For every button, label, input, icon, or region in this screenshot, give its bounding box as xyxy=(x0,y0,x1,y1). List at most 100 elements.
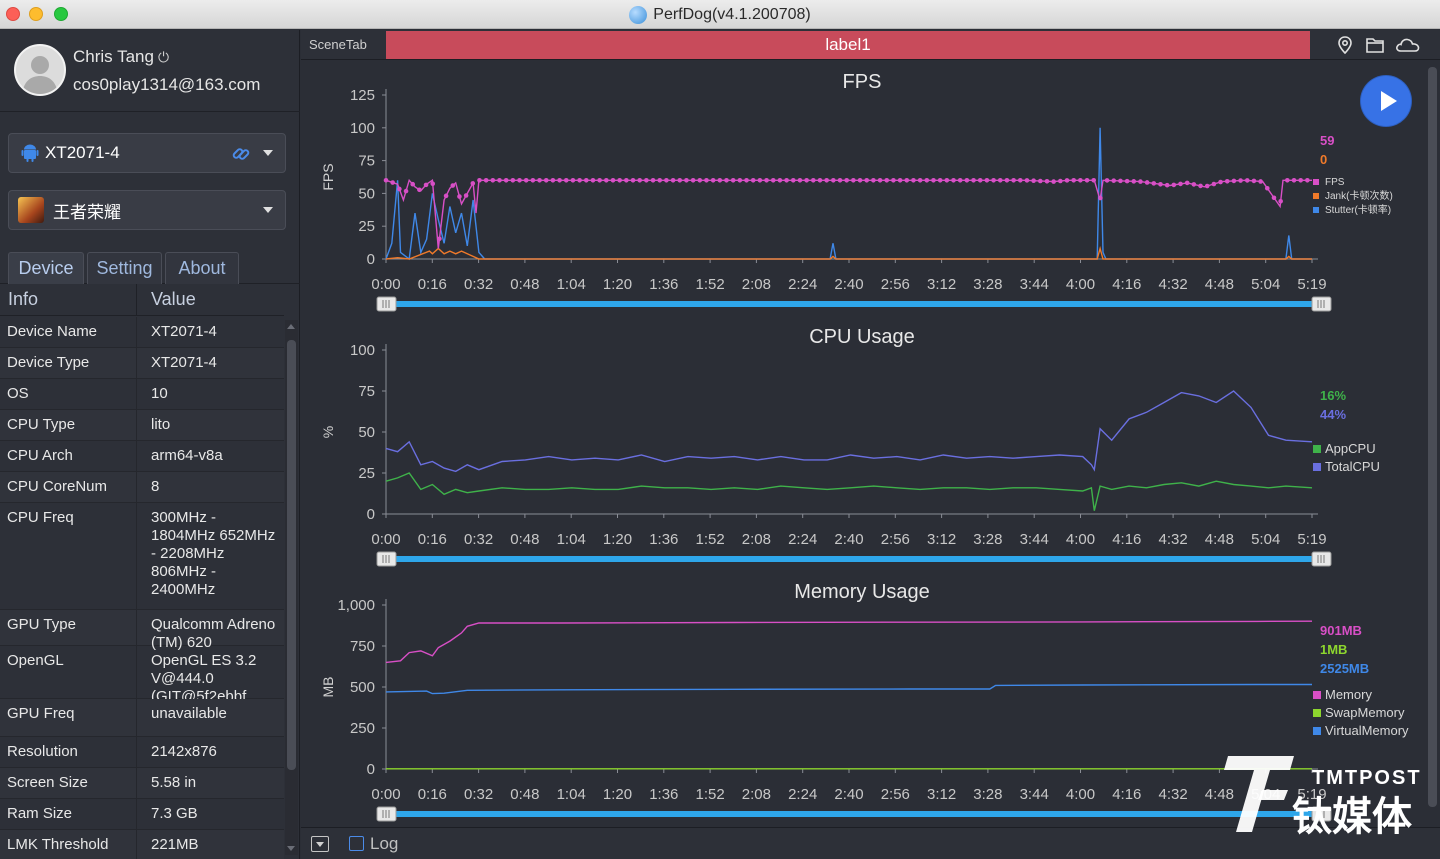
scroll-down-arrow-icon[interactable] xyxy=(287,846,295,851)
fps-point xyxy=(570,177,576,183)
minimize-window-button[interactable] xyxy=(29,7,43,21)
info-key: Screen Size xyxy=(7,774,88,791)
table-row[interactable]: Ram Size 7.3 GB xyxy=(0,799,284,830)
fps-point xyxy=(1251,178,1257,184)
fps-point xyxy=(931,177,936,183)
app-select[interactable]: 王者荣耀 xyxy=(8,190,286,230)
fps-point xyxy=(1138,179,1143,184)
avatar[interactable] xyxy=(14,44,66,96)
fps-point xyxy=(1144,180,1150,185)
current-value-label: 44% xyxy=(1320,407,1346,422)
maximize-window-button[interactable] xyxy=(54,7,68,21)
fps-point xyxy=(1291,177,1297,183)
x-tick-label: 0:00 xyxy=(371,531,400,548)
legend-swatch xyxy=(1313,463,1321,471)
charts-scrollbar[interactable] xyxy=(1426,61,1440,827)
fps-point xyxy=(1064,178,1070,183)
fps-point xyxy=(1218,179,1223,185)
log-checkbox[interactable] xyxy=(349,836,364,851)
fps-point xyxy=(824,177,829,183)
x-tick-label: 4:48 xyxy=(1205,786,1234,803)
table-row[interactable]: CPU CoreNum 8 xyxy=(0,472,284,503)
table-row[interactable]: LMK Threshold 221MB xyxy=(0,830,284,859)
table-row[interactable]: Resolution 2142x876 xyxy=(0,737,284,768)
legend-swatch xyxy=(1313,727,1321,735)
fps-point xyxy=(1124,178,1130,184)
x-tick-label: 4:32 xyxy=(1158,786,1187,803)
tab-device[interactable]: Device xyxy=(8,252,84,284)
info-key: CPU Arch xyxy=(7,447,73,464)
chevron-down-icon xyxy=(263,150,273,156)
link-icon[interactable] xyxy=(231,144,251,164)
fps-point xyxy=(1004,177,1010,183)
series-line-virtualmemory xyxy=(385,683,1312,695)
location-pin-icon[interactable] xyxy=(1335,36,1355,54)
info-key: Device Type xyxy=(7,354,90,371)
x-tick-label: 4:48 xyxy=(1205,531,1234,548)
series-line-totalcpu xyxy=(385,390,1313,473)
table-row[interactable]: CPU Type lito xyxy=(0,410,284,441)
fps-point xyxy=(470,181,476,186)
fps-point xyxy=(1238,178,1243,183)
fps-point xyxy=(604,177,609,183)
panel-tabs: Device Setting About xyxy=(0,252,300,284)
collapse-toggle-icon[interactable] xyxy=(311,836,329,852)
info-table-scrollbar[interactable] xyxy=(285,320,298,855)
fps-point xyxy=(937,177,943,183)
fps-point xyxy=(717,177,723,183)
fps-point xyxy=(517,177,522,183)
info-value: unavailable xyxy=(151,705,227,722)
column-header-info[interactable]: Info xyxy=(8,289,39,309)
x-tick-label: 1:52 xyxy=(695,531,724,548)
fps-point xyxy=(664,177,669,183)
scene-tab-label1[interactable]: label1 xyxy=(386,31,1310,59)
series-line-jank xyxy=(385,245,1312,260)
table-row[interactable]: GPU Freq unavailable xyxy=(0,699,284,737)
table-row[interactable]: CPU Freq 300MHz - 1804MHz 652MHz - 2208MH… xyxy=(0,503,284,610)
cloud-icon[interactable] xyxy=(1395,36,1421,54)
fps-point xyxy=(697,177,703,183)
scrollbar-thumb[interactable] xyxy=(287,340,296,770)
info-key: Resolution xyxy=(7,743,78,760)
y-tick-label: 50 xyxy=(358,424,375,441)
tab-setting[interactable]: Setting xyxy=(87,252,162,284)
fps-point xyxy=(951,177,956,183)
device-select[interactable]: XT2071-4 xyxy=(8,133,286,173)
close-window-button[interactable] xyxy=(6,7,20,21)
fps-point xyxy=(730,177,736,183)
legend-swatch xyxy=(1313,691,1321,699)
table-row[interactable]: GPU Type Qualcomm Adreno (TM) 620 xyxy=(0,610,284,651)
y-tick-label: 75 xyxy=(358,153,375,170)
fps-point xyxy=(777,177,783,183)
fps-point xyxy=(423,182,429,188)
table-row[interactable]: Device Name XT2071-4 xyxy=(0,317,284,348)
fps-point xyxy=(1191,182,1197,187)
table-row[interactable]: OpenGL OpenGL ES 3.2 V@444.0 (GIT@5f2ebbf xyxy=(0,646,284,705)
x-tick-label: 0:00 xyxy=(371,276,400,293)
table-row[interactable]: CPU Arch arm64-v8a xyxy=(0,441,284,472)
table-row[interactable]: Device Type XT2071-4 xyxy=(0,348,284,379)
table-row[interactable]: OS 10 xyxy=(0,379,284,410)
info-value: lito xyxy=(151,416,171,433)
column-header-value[interactable]: Value xyxy=(151,289,196,309)
fps-point xyxy=(670,177,676,183)
fps-point xyxy=(543,177,549,183)
folder-icon[interactable] xyxy=(1365,36,1385,54)
scroll-up-arrow-icon[interactable] xyxy=(287,324,295,329)
play-button[interactable] xyxy=(1361,76,1411,126)
fps-point xyxy=(690,177,696,183)
y-tick-label: 0 xyxy=(367,251,375,268)
column-divider xyxy=(136,441,137,471)
info-value: 7.3 GB xyxy=(151,805,198,822)
column-divider xyxy=(136,317,137,347)
table-row[interactable]: Screen Size 5.58 in xyxy=(0,768,284,799)
fps-point xyxy=(1131,179,1137,184)
scrollbar-thumb[interactable] xyxy=(1428,67,1437,807)
fps-point xyxy=(977,177,983,183)
power-icon[interactable]: ⏻ xyxy=(157,49,170,65)
fps-point xyxy=(1198,183,1203,189)
tab-about[interactable]: About xyxy=(165,252,239,284)
column-divider xyxy=(136,610,137,645)
watermark-cn: 钛媒体 xyxy=(1292,794,1412,840)
